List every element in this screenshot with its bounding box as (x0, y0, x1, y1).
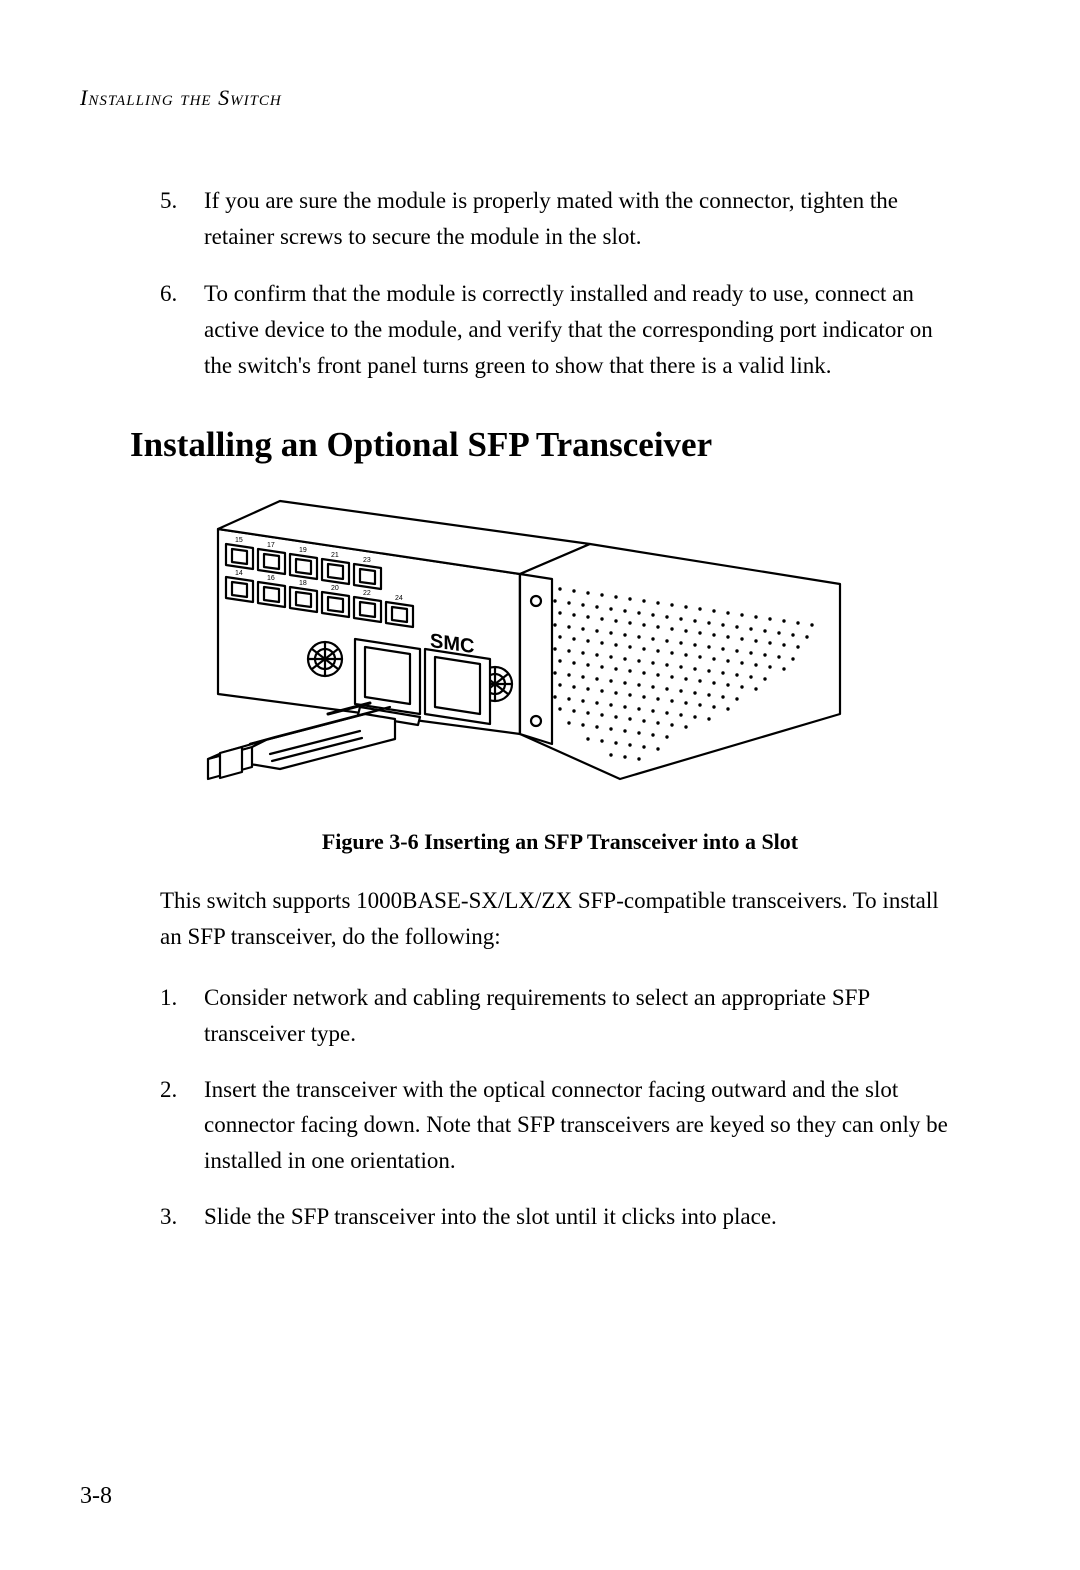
svg-text:24: 24 (395, 595, 403, 602)
svg-text:16: 16 (267, 575, 275, 582)
svg-text:19: 19 (299, 547, 307, 554)
step-item: 1. Consider network and cabling requirem… (160, 980, 960, 1051)
section-intro: This switch supports 1000BASE-SX/LX/ZX S… (160, 883, 960, 954)
step-item: 6. To confirm that the module is correct… (160, 276, 960, 383)
svg-text:23: 23 (363, 557, 371, 564)
step-text: To confirm that the module is correctly … (204, 281, 933, 377)
svg-text:14: 14 (235, 570, 243, 577)
section-heading: Installing an Optional SFP Transceiver (130, 425, 960, 465)
step-text: Consider network and cabling requirement… (204, 985, 869, 1046)
svg-text:18: 18 (299, 580, 307, 587)
step-text: Slide the SFP transceiver into the slot … (204, 1204, 777, 1229)
svg-text:22: 22 (363, 590, 371, 597)
switch-illustration: 15 17 19 21 23 14 16 18 20 22 24 SMC (160, 489, 850, 809)
step-number: 1. (160, 980, 177, 1016)
svg-text:17: 17 (267, 542, 275, 549)
step-number: 5. (160, 183, 177, 219)
figure-caption: Figure 3-6 Inserting an SFP Transceiver … (160, 829, 960, 855)
step-number: 3. (160, 1199, 177, 1235)
step-number: 2. (160, 1072, 177, 1108)
step-item: 2. Insert the transceiver with the optic… (160, 1072, 960, 1179)
continued-steps-list: 5. If you are sure the module is properl… (160, 183, 960, 383)
step-text: If you are sure the module is properly m… (204, 188, 898, 249)
svg-text:15: 15 (235, 537, 243, 544)
svg-text:21: 21 (331, 552, 339, 559)
install-steps-list: 1. Consider network and cabling requirem… (160, 980, 960, 1234)
page-number: 3-8 (80, 1483, 112, 1510)
page-content: 5. If you are sure the module is properl… (110, 183, 970, 1234)
step-number: 6. (160, 276, 177, 312)
svg-text:20: 20 (331, 585, 339, 592)
step-item: 5. If you are sure the module is properl… (160, 183, 960, 254)
running-header: Installing the Switch (80, 85, 970, 111)
step-item: 3. Slide the SFP transceiver into the sl… (160, 1199, 960, 1235)
step-text: Insert the transceiver with the optical … (204, 1077, 948, 1173)
figure-sfp-insert: 15 17 19 21 23 14 16 18 20 22 24 SMC (160, 489, 960, 809)
